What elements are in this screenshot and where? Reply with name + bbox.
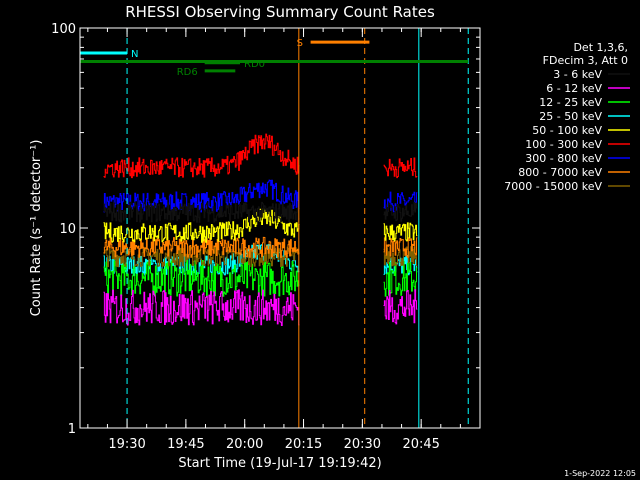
legend-header-line-1: Det 1,3,6, (573, 41, 628, 54)
series-line-50-100keV-seg1 (103, 208, 300, 243)
legend-label-6: 100 - 300 keV (525, 138, 602, 151)
series-line-7000-15000keV-seg2 (383, 246, 418, 267)
series-line-3-6keV-seg2 (383, 202, 418, 222)
series-line-7000-15000keV-seg1 (103, 246, 300, 267)
flag-label-rd6: RD6 (177, 67, 198, 78)
legend-label-3: 12 - 25 keV (539, 96, 602, 109)
legend-label-7: 300 - 800 keV (525, 152, 602, 165)
series-line-6-12keV-seg1 (103, 289, 300, 326)
x-axis-label: Start Time (19-Jul-17 19:19:42) (178, 456, 381, 471)
flag-label-s: S (297, 38, 303, 49)
y-axis-label: Count Rate (s⁻¹ detector⁻¹) (29, 140, 44, 317)
series-line-50-100keV-seg2 (383, 222, 418, 242)
chart-title: RHESSI Observing Summary Count Rates (125, 3, 435, 21)
series-line-12-25keV-seg1 (103, 259, 300, 297)
legend-label-8: 800 - 7000 keV (518, 166, 602, 179)
x-tick-label-2045: 20:45 (402, 437, 439, 452)
plot-frame (79, 27, 481, 429)
y-tick-label-100: 100 (51, 22, 76, 37)
series-line-12-25keV-seg2 (383, 260, 418, 297)
series-line-100-300keV-seg1 (103, 133, 300, 179)
timestamp: 1-Sep-2022 12:05 (564, 469, 636, 478)
x-tick-label-1945: 19:45 (167, 437, 204, 452)
series-line-100-300keV-seg2 (383, 157, 418, 179)
y-tick-label-10: 10 (59, 222, 76, 237)
flag-label-n: N (131, 49, 138, 60)
legend-label-4: 25 - 50 keV (539, 110, 602, 123)
series-line-300-800keV-seg1 (103, 179, 300, 213)
flag-label-rd0: RD0 (244, 59, 265, 70)
series-line-800-7000keV-seg1 (103, 236, 300, 258)
x-tick-label-2015: 20:15 (285, 437, 322, 452)
plot-area: N S RD0 RD6 (79, 28, 469, 428)
axes: 1 10 100 19:30 19:45 20:00 20:15 20:30 20:45 (51, 22, 481, 452)
x-tick-label-2030: 20:30 (344, 437, 381, 452)
series-line-800-7000keV-seg2 (383, 237, 418, 258)
series-line-300-800keV-seg2 (383, 191, 418, 213)
series-line-6-12keV-seg2 (383, 289, 418, 325)
legend-header: Det 1,3,6, FDecim 3, Att 0 (543, 41, 628, 67)
legend-header-line-2: FDecim 3, Att 0 (543, 54, 628, 67)
series-line-3-6keV-seg1 (103, 201, 300, 223)
y-tick-label-1: 1 (68, 422, 76, 437)
legend-label-9: 7000 - 15000 keV (504, 180, 602, 193)
x-tick-label-2000: 20:00 (226, 437, 263, 452)
x-tick-label-1930: 19:30 (108, 437, 145, 452)
legend-label-2: 6 - 12 keV (546, 82, 602, 95)
legend-label-1: 3 - 6 keV (553, 68, 602, 81)
legend-label-5: 50 - 100 keV (532, 124, 602, 137)
